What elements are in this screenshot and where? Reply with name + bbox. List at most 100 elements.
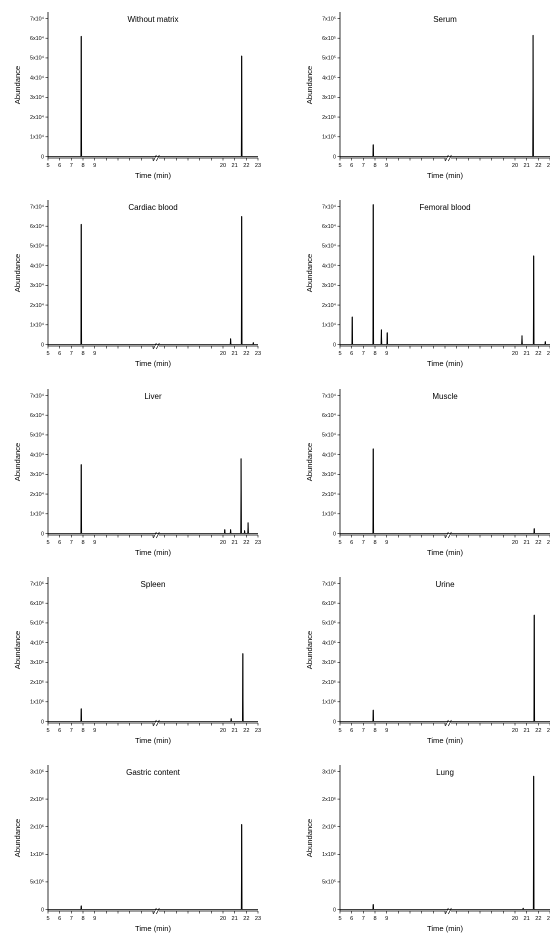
y-tick-label: 0 xyxy=(333,342,336,348)
x-tick-label: 9 xyxy=(385,163,388,169)
x-tick-label: 20 xyxy=(220,163,226,169)
y-tick-label: 1x10⁶ xyxy=(30,852,44,858)
y-tick-label: 1x10⁴ xyxy=(30,512,45,518)
x-tick-label: 5 xyxy=(338,540,341,546)
y-tick-label: 0 xyxy=(333,154,336,160)
y-tick-label: 2x10⁵ xyxy=(322,115,336,121)
x-tick-label: 9 xyxy=(385,916,388,922)
x-tick-label: 7 xyxy=(70,728,73,734)
y-tick-label: 4x10⁴ xyxy=(30,263,45,269)
y-tick-label: 1x10⁴ xyxy=(322,512,337,518)
axis-frame xyxy=(339,577,550,724)
chart-panel-liver: 5 6 7 8 9 20 21 22 23 0 1x10⁴ 2x10⁴ 3x10⁴ 4x10⁴ 5x10⁴ 6… xyxy=(8,381,278,563)
x-tick-label: 20 xyxy=(220,351,226,357)
y-tick-label: 4x10⁴ xyxy=(30,452,45,458)
x-tick-label: 23 xyxy=(547,728,550,734)
y-tick-label: 4x10⁴ xyxy=(30,75,45,81)
x-tick-label: 8 xyxy=(373,540,376,546)
y-tick-label: 0 xyxy=(333,719,336,725)
chromatogram-svg: 5 6 7 8 9 20 21 22 23 0 1x10⁴ 2x10⁴ 3x10⁴ 4x10⁴ 5x10⁴ 6… xyxy=(305,389,550,557)
x-tick-label: 20 xyxy=(512,163,518,169)
chart-panel-gastric-content: 5 6 7 8 9 20 21 22 23 0 5x10⁵ 1x10⁶ 2x10⁶ 2x10⁶ 3x10⁶ T… xyxy=(8,757,278,939)
y-tick-label: 6x10⁶ xyxy=(30,601,44,607)
axis-break-mark xyxy=(448,719,452,727)
axis-frame xyxy=(339,389,550,536)
chart-panel-cardiac-blood: 5 6 7 8 9 20 21 22 23 0 1x10⁴ 2x10⁴ 3x10⁴ 4x10⁴ 5x10⁴ 6… xyxy=(8,192,278,374)
x-axis-label: Time (min) xyxy=(427,548,463,557)
x-tick-label: 8 xyxy=(81,540,84,546)
y-axis-label: Abundance xyxy=(13,254,22,292)
x-tick-label: 7 xyxy=(362,916,365,922)
axis-break-mark xyxy=(156,907,160,915)
x-tick-label: 8 xyxy=(373,916,376,922)
x-tick-label: 22 xyxy=(243,728,249,734)
axis-break-mark xyxy=(156,719,160,727)
x-tick-label: 8 xyxy=(81,351,84,357)
y-tick-label: 5x10⁴ xyxy=(30,244,45,250)
chromatogram-trace xyxy=(340,34,550,157)
y-tick-label: 1x10⁶ xyxy=(30,700,44,706)
x-tick-label: 8 xyxy=(373,728,376,734)
panel-title: Cardiac blood xyxy=(128,203,177,212)
chart-panel-muscle: 5 6 7 8 9 20 21 22 23 0 1x10⁴ 2x10⁴ 3x10⁴ 4x10⁴ 5x10⁴ 6… xyxy=(300,381,550,563)
y-tick-label: 2x10⁶ xyxy=(322,680,336,686)
panel-title: Liver xyxy=(144,392,162,401)
x-tick-label: 23 xyxy=(255,916,261,922)
axis-break-mark xyxy=(156,531,160,539)
x-tick-label: 20 xyxy=(512,351,518,357)
axis-frame xyxy=(47,12,258,159)
x-tick-label: 23 xyxy=(255,351,261,357)
axis-frame xyxy=(47,389,258,536)
y-tick-label: 5x10⁴ xyxy=(322,433,337,439)
x-tick-label: 6 xyxy=(58,540,61,546)
axis-break-mark xyxy=(153,154,157,162)
y-tick-label: 7x10⁴ xyxy=(30,393,45,399)
y-tick-label: 3x10⁴ xyxy=(30,95,45,101)
y-tick-label: 0 xyxy=(41,907,44,913)
y-tick-label: 2x10⁴ xyxy=(30,492,45,498)
x-tick-label: 22 xyxy=(535,540,541,546)
x-tick-label: 23 xyxy=(255,163,261,169)
x-tick-label: 5 xyxy=(46,351,49,357)
x-tick-label: 7 xyxy=(362,163,365,169)
chromatogram-svg: 5 6 7 8 9 20 21 22 23 0 5x10⁵ 1x10⁶ 2x10⁶ 2x10⁶ 3x10⁶ T… xyxy=(13,765,261,933)
x-tick-label: 7 xyxy=(362,351,365,357)
axis-break-gap xyxy=(445,533,451,537)
axis-break-mark xyxy=(445,154,449,162)
y-axis-label: Abundance xyxy=(13,631,22,669)
y-tick-label: 1x10⁴ xyxy=(30,135,45,141)
chromatogram-svg: 5 6 7 8 9 20 21 22 23 0 1x10⁴ 2x10⁴ 3x10⁴ 4x10⁴ 5x10⁴ 6… xyxy=(305,200,550,368)
x-axis-label: Time (min) xyxy=(135,171,171,180)
x-axis-label: Time (min) xyxy=(427,736,463,745)
chromatogram-svg: 5 6 7 8 9 20 21 22 23 0 1x10⁴ 2x10⁴ 3x10⁴ 4x10⁴ 5x10⁴ 6… xyxy=(13,12,261,180)
x-axis-label: Time (min) xyxy=(135,548,171,557)
x-tick-label: 8 xyxy=(373,163,376,169)
chart-panel-urine: 5 6 7 8 9 20 21 22 23 0 1x10⁶ 2x10⁶ 3x10⁶ 4x10⁶ 5x10⁶ 6… xyxy=(300,569,550,751)
x-tick-label: 23 xyxy=(547,540,550,546)
y-axis-label: Abundance xyxy=(305,66,314,104)
y-tick-label: 5x10⁵ xyxy=(322,56,336,62)
y-axis-label: Abundance xyxy=(13,819,22,857)
x-tick-label: 7 xyxy=(70,163,73,169)
y-axis-label: Abundance xyxy=(13,66,22,104)
axis-break-mark xyxy=(445,907,449,915)
y-tick-label: 0 xyxy=(41,154,44,160)
y-tick-label: 5x10⁴ xyxy=(30,56,45,62)
y-tick-label: 7x10⁵ xyxy=(322,16,336,22)
x-tick-label: 23 xyxy=(547,163,550,169)
x-tick-label: 9 xyxy=(93,728,96,734)
x-axis-label: Time (min) xyxy=(135,359,171,368)
y-tick-label: 2x10⁶ xyxy=(322,825,336,831)
chromatogram-trace xyxy=(340,204,550,345)
chart-panel-without-matrix: 5 6 7 8 9 20 21 22 23 0 1x10⁴ 2x10⁴ 3x10⁴ 4x10⁴ 5x10⁴ 6… xyxy=(8,4,278,186)
chart-panel-serum: 5 6 7 8 9 20 21 22 23 0 1x10⁵ 2x10⁵ 3x10⁵ 4x10⁵ 5x10⁵ 6… xyxy=(300,4,550,186)
y-tick-label: 1x10⁴ xyxy=(30,323,45,329)
axis-break-gap xyxy=(153,721,159,725)
y-tick-label: 5x10⁶ xyxy=(322,621,336,627)
axis-break-mark xyxy=(153,907,157,915)
chromatogram-svg: 5 6 7 8 9 20 21 22 23 0 1x10⁶ 2x10⁶ 3x10⁶ 4x10⁶ 5x10⁶ 6… xyxy=(305,577,550,745)
y-axis-label: Abundance xyxy=(305,443,314,481)
y-tick-label: 7x10⁴ xyxy=(30,16,45,22)
x-tick-label: 20 xyxy=(220,540,226,546)
